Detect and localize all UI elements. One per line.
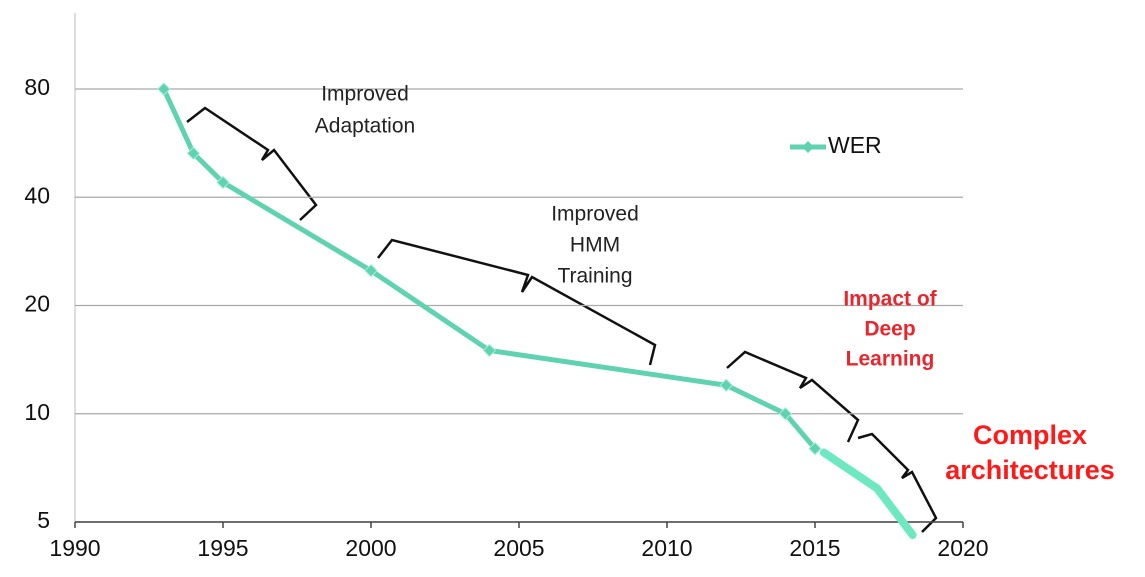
y-tick-label: 80 — [24, 74, 50, 100]
annotation: architectures — [945, 455, 1115, 485]
bracket — [186, 106, 318, 221]
point — [364, 263, 378, 278]
point — [778, 407, 793, 421]
point — [482, 343, 497, 358]
bracket — [726, 350, 860, 443]
brackets — [186, 106, 938, 533]
bracket — [377, 238, 657, 366]
annotation: HMM — [570, 234, 620, 257]
annotation: Learning — [846, 348, 935, 371]
x-tick-label: 2010 — [641, 535, 692, 561]
annotation: Training — [557, 265, 632, 288]
annotation: Improved — [551, 203, 639, 226]
x-tick-label: 2020 — [937, 535, 988, 561]
point — [719, 378, 733, 392]
x-tick-label: 1990 — [49, 535, 100, 561]
point — [186, 146, 201, 161]
y-tick-label: 10 — [24, 399, 50, 425]
annotation: Deep — [864, 318, 915, 341]
annotation: Complex — [973, 420, 1087, 450]
annotation: Adaptation — [315, 115, 415, 138]
x-tick-label: 2005 — [493, 535, 544, 561]
annotation: Improved — [321, 83, 409, 106]
y-tick-label: 20 — [24, 291, 50, 317]
legend-marker — [802, 141, 814, 153]
point — [216, 175, 230, 190]
x-tick-label: 2015 — [789, 535, 840, 561]
point — [157, 82, 171, 96]
y-tick-label: 40 — [24, 182, 50, 208]
x-tick-label: 1995 — [197, 535, 248, 561]
y-tick-label: 5 — [37, 507, 50, 533]
bracket — [857, 432, 938, 533]
line — [819, 448, 917, 540]
legend-label: WER — [828, 132, 882, 158]
x-tick-label: 2000 — [345, 535, 396, 561]
point — [808, 441, 822, 456]
line — [161, 86, 818, 452]
annotation: Impact of — [843, 288, 937, 311]
